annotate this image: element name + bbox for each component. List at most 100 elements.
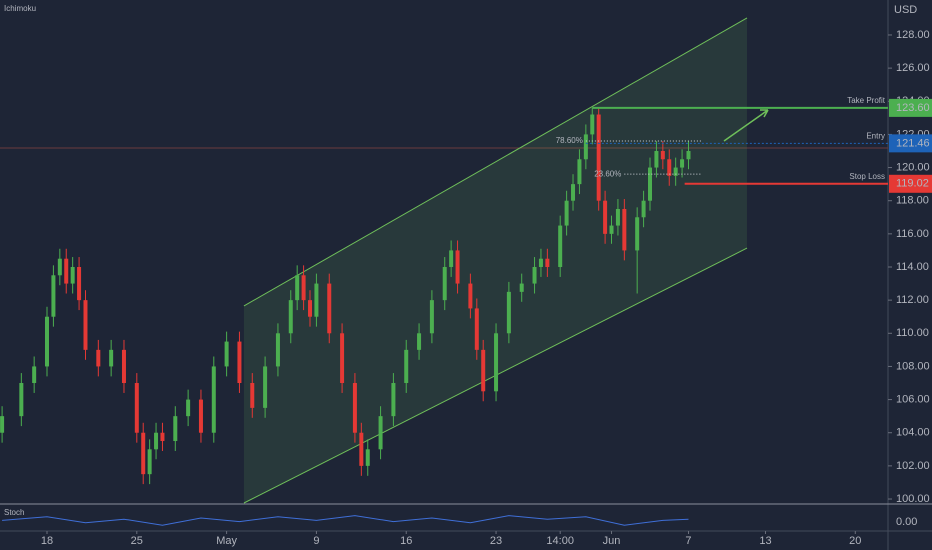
candle-body bbox=[141, 432, 146, 475]
y-tick-label: 110.00 bbox=[896, 327, 929, 339]
x-tick-label: Jun bbox=[603, 535, 621, 547]
y-tick-label: 106.00 bbox=[896, 393, 930, 405]
channel-fill bbox=[243, 17, 747, 504]
candle-body bbox=[391, 383, 396, 417]
x-tick-label: 14:00 bbox=[546, 535, 574, 547]
candle-body bbox=[134, 383, 139, 433]
candle-body bbox=[378, 416, 383, 450]
indicator-label: Ichimoku bbox=[4, 4, 36, 13]
x-tick-label: 7 bbox=[685, 535, 691, 547]
candle-body bbox=[237, 341, 242, 384]
candle-body bbox=[538, 258, 543, 267]
price-tag-label: 121.46 bbox=[896, 137, 930, 149]
candle-body bbox=[673, 167, 678, 176]
candle-body bbox=[44, 316, 49, 367]
candle-body bbox=[19, 383, 24, 417]
candle-body bbox=[275, 333, 280, 367]
candle-body bbox=[417, 333, 422, 350]
fib-label: 23.60% bbox=[594, 169, 621, 178]
candle-body bbox=[590, 114, 595, 135]
fib-label: 78.60% bbox=[556, 136, 583, 145]
y-tick-label: 100.00 bbox=[896, 493, 930, 505]
price-tag-label: 123.60 bbox=[896, 102, 930, 114]
candle-body bbox=[494, 333, 499, 392]
candle-body bbox=[121, 349, 126, 384]
x-tick-label: 25 bbox=[131, 535, 143, 547]
candle-body bbox=[449, 250, 454, 267]
y-tick-label: 126.00 bbox=[896, 62, 930, 74]
candle-body bbox=[263, 366, 268, 408]
candle-body bbox=[83, 300, 88, 350]
candle-body bbox=[686, 150, 691, 160]
currency-label: USD bbox=[894, 4, 917, 16]
candle-body bbox=[564, 200, 569, 226]
x-tick-label: 18 bbox=[41, 535, 53, 547]
candle-body bbox=[442, 266, 447, 301]
stoch-label: Stoch bbox=[4, 508, 24, 517]
candle-body bbox=[571, 184, 576, 201]
candle-body bbox=[198, 399, 203, 433]
candle-body bbox=[429, 300, 434, 334]
stoch-tick-label: 0.00 bbox=[896, 516, 917, 528]
y-tick-label: 104.00 bbox=[896, 427, 930, 439]
candle-body bbox=[648, 167, 653, 201]
candle-body bbox=[558, 225, 563, 267]
candle-body bbox=[224, 341, 229, 367]
candle-body bbox=[70, 266, 75, 284]
candle-body bbox=[609, 225, 614, 234]
y-tick-label: 108.00 bbox=[896, 360, 930, 372]
candle-body bbox=[64, 258, 69, 284]
y-tick-label: 128.00 bbox=[896, 29, 930, 41]
candle-body bbox=[622, 208, 627, 251]
candle-body bbox=[468, 283, 473, 309]
candle-body bbox=[455, 250, 460, 284]
candle-body bbox=[147, 449, 152, 475]
candle-body bbox=[154, 432, 159, 450]
candle-body bbox=[301, 275, 306, 301]
channel-line bbox=[243, 17, 748, 307]
candle-body bbox=[352, 383, 357, 433]
candle-body bbox=[308, 300, 313, 317]
candle-body bbox=[641, 200, 646, 218]
candle-body bbox=[250, 383, 255, 408]
candle-body bbox=[660, 150, 665, 160]
x-tick-label: 9 bbox=[313, 535, 319, 547]
candle-body bbox=[186, 399, 191, 417]
candle-body bbox=[295, 275, 300, 301]
level-name: Take Profit bbox=[847, 96, 886, 105]
price-tag bbox=[889, 174, 932, 193]
candle-body bbox=[404, 349, 409, 384]
y-tick-label: 112.00 bbox=[896, 294, 929, 306]
x-tick-label: 23 bbox=[490, 535, 502, 547]
x-tick-label: 20 bbox=[849, 535, 861, 547]
candle-body bbox=[577, 159, 582, 185]
candle-body bbox=[654, 150, 659, 168]
candle-body bbox=[32, 366, 37, 384]
x-tick-label: 13 bbox=[759, 535, 771, 547]
candle-body bbox=[667, 159, 672, 176]
candle-body bbox=[545, 258, 550, 267]
target-arrow bbox=[723, 109, 769, 142]
candle-body bbox=[288, 300, 293, 334]
candle-body bbox=[583, 134, 588, 160]
candle-body bbox=[0, 416, 5, 433]
candle-body bbox=[519, 283, 524, 292]
candle-body bbox=[680, 159, 685, 168]
level-name: Entry bbox=[866, 131, 885, 140]
y-tick-label: 116.00 bbox=[896, 228, 929, 240]
candle-body bbox=[160, 432, 165, 442]
price-tag-label: 119.02 bbox=[896, 178, 929, 190]
candle-body bbox=[359, 432, 364, 466]
candle-body bbox=[615, 208, 620, 226]
candle-body bbox=[327, 283, 332, 334]
candle-body bbox=[211, 366, 216, 433]
y-tick-label: 102.00 bbox=[896, 460, 930, 472]
candle-body bbox=[314, 283, 319, 317]
price-tag bbox=[889, 134, 932, 153]
candle-body bbox=[596, 114, 601, 201]
candle-body bbox=[506, 291, 511, 334]
candle-body bbox=[51, 275, 56, 317]
candle-body bbox=[481, 349, 486, 392]
